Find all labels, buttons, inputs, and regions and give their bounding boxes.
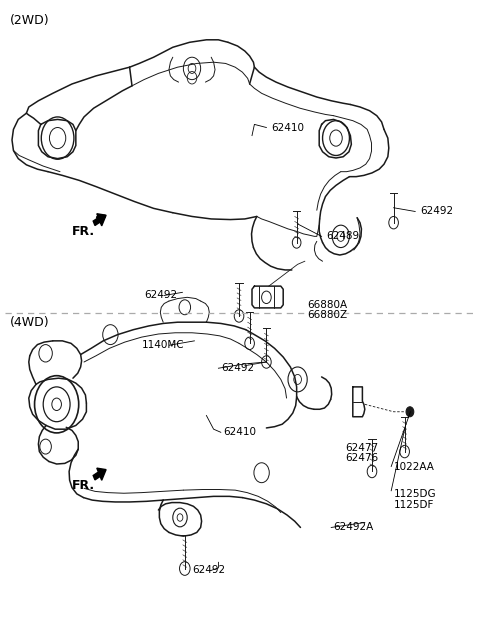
FancyArrow shape xyxy=(93,214,106,226)
Text: 62489: 62489 xyxy=(326,231,360,241)
Text: FR.: FR. xyxy=(72,479,95,491)
Text: (4WD): (4WD) xyxy=(10,316,49,329)
Text: 62492: 62492 xyxy=(221,363,254,373)
Text: 1022AA: 1022AA xyxy=(394,462,434,471)
Text: 66880A: 66880A xyxy=(307,300,348,310)
Text: FR.: FR. xyxy=(72,225,95,238)
Text: 62476: 62476 xyxy=(346,453,379,463)
Text: 62477: 62477 xyxy=(346,443,379,453)
FancyArrow shape xyxy=(93,468,106,480)
Text: 62492A: 62492A xyxy=(334,522,374,532)
Text: 62410: 62410 xyxy=(271,123,304,132)
Text: 1125DF: 1125DF xyxy=(394,500,434,510)
Text: 62492: 62492 xyxy=(192,565,225,575)
Circle shape xyxy=(406,407,414,417)
Text: (2WD): (2WD) xyxy=(10,14,49,27)
Text: 62492: 62492 xyxy=(420,207,453,216)
Text: 1125DG: 1125DG xyxy=(394,490,436,499)
Text: 62410: 62410 xyxy=(223,427,256,437)
Text: 66880Z: 66880Z xyxy=(307,310,348,320)
Text: 1140MC: 1140MC xyxy=(142,340,184,350)
Text: 62492: 62492 xyxy=(144,290,177,300)
